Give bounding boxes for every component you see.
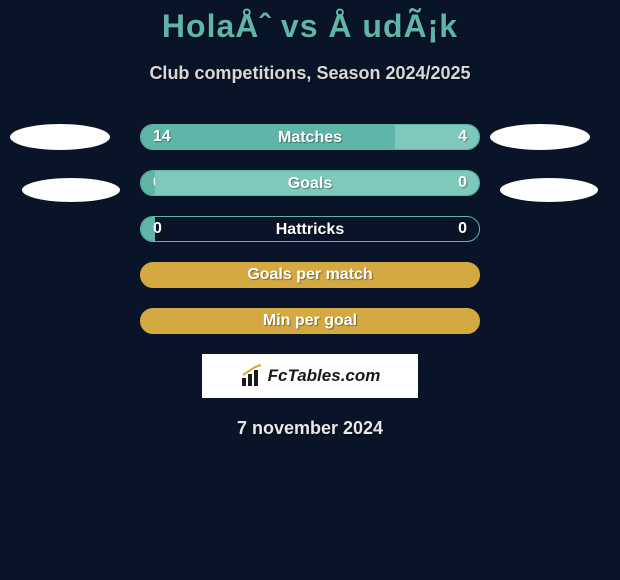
bar-left-hattricks: 0	[141, 217, 155, 241]
stat-row-gpm: Goals per match	[0, 262, 620, 288]
goals-right-value: 0	[458, 174, 479, 192]
stat-bar-hattricks: 0 0 Hattricks	[140, 216, 480, 242]
matches-left-value: 14	[141, 128, 171, 146]
hattricks-right-value: 0	[458, 220, 479, 238]
logo-text: FcTables.com	[268, 366, 381, 386]
stat-row-mpg: Min per goal	[0, 308, 620, 334]
date-text: 7 november 2024	[0, 418, 620, 439]
logo-box[interactable]: FcTables.com	[202, 354, 418, 398]
page-subtitle: Club competitions, Season 2024/2025	[0, 63, 620, 84]
bar-right-hattricks: 0	[155, 217, 479, 241]
bar-left-matches: 14	[141, 125, 395, 149]
stat-bar-gpm: Goals per match	[140, 262, 480, 288]
chart-icon	[240, 364, 264, 388]
bar-left-goals: 0	[141, 171, 155, 195]
mpg-label: Min per goal	[263, 312, 357, 330]
matches-right-value: 4	[458, 128, 479, 146]
bar-right-goals: 0	[155, 171, 479, 195]
stat-row-goals: 0 0 Goals	[0, 170, 620, 196]
stat-bar-mpg: Min per goal	[140, 308, 480, 334]
stat-row-matches: 14 4 Matches	[0, 124, 620, 150]
stat-bar-goals: 0 0 Goals	[140, 170, 480, 196]
stat-row-hattricks: 0 0 Hattricks	[0, 216, 620, 242]
page-title: HolaÅˆ vs Å udÃ¡k	[0, 8, 620, 45]
bar-right-matches: 4	[395, 125, 480, 149]
stat-bar-matches: 14 4 Matches	[140, 124, 480, 150]
gpm-label: Goals per match	[247, 266, 372, 284]
